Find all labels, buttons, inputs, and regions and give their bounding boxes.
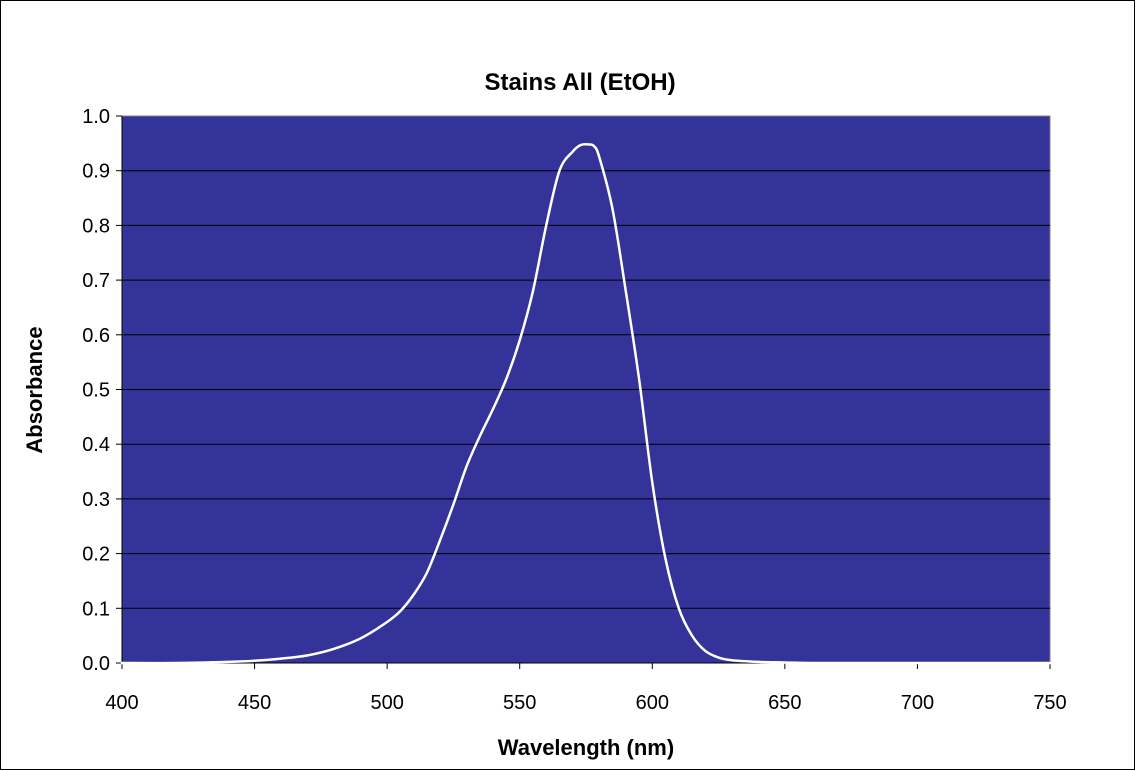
x-tick-label: 450 xyxy=(238,692,271,714)
y-tick-label: 0.2 xyxy=(82,544,110,566)
absorbance-series-line xyxy=(120,142,1052,665)
y-axis-label: Absorbance xyxy=(22,326,47,453)
x-axis-label: Wavelength (nm) xyxy=(498,735,674,760)
y-tick-label: 0.5 xyxy=(82,380,110,402)
y-tick-label: 0.8 xyxy=(82,215,110,237)
x-tick-label: 700 xyxy=(901,692,934,714)
x-tick-label: 550 xyxy=(503,692,536,714)
x-axis: 400 450 500 550 600 650 700 750 xyxy=(105,662,1067,714)
x-tick-label: 750 xyxy=(1033,692,1066,714)
x-tick-label: 400 xyxy=(105,692,138,714)
y-tick-label: 0.0 xyxy=(82,653,110,675)
y-tick-label: 0.9 xyxy=(82,161,110,183)
x-tick-label: 650 xyxy=(768,692,801,714)
y-tick-label: 0.3 xyxy=(82,489,110,511)
y-tick-label: 0.1 xyxy=(82,598,110,620)
chart-title: Stains All (EtOH) xyxy=(484,69,675,96)
x-tick-label: 600 xyxy=(636,692,669,714)
x-tick-label: 500 xyxy=(370,692,403,714)
y-tick-label: 0.6 xyxy=(82,325,110,347)
y-tick-label: 1.0 xyxy=(82,106,110,128)
y-axis: 0.0 0.1 0.2 0.3 0.4 0.5 0.6 0.7 0.8 0.9 1.0 xyxy=(82,106,123,675)
gridlines xyxy=(122,170,1050,609)
y-tick-label: 0.7 xyxy=(82,270,110,292)
y-tick-label: 0.4 xyxy=(82,434,110,456)
